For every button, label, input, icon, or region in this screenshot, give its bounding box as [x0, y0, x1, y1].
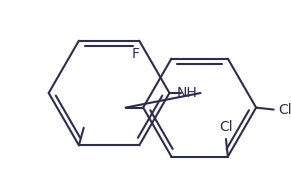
Text: NH: NH [177, 86, 197, 100]
Text: Cl: Cl [219, 120, 233, 134]
Text: F: F [131, 47, 139, 61]
Text: Cl: Cl [278, 102, 291, 117]
